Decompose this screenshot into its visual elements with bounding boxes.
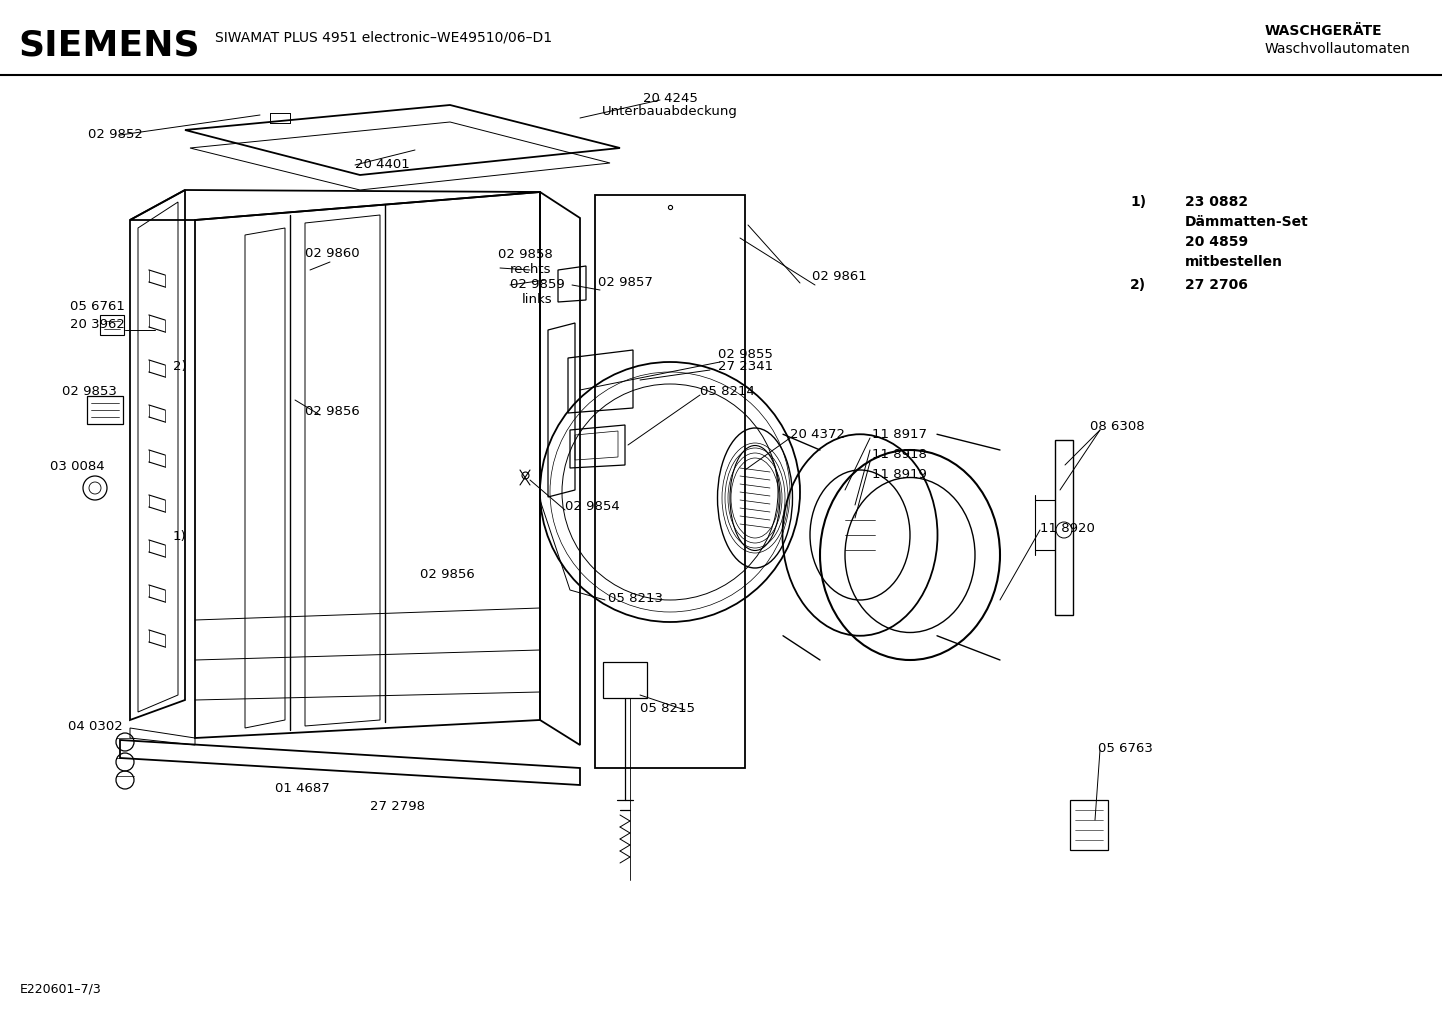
Text: mitbestellen: mitbestellen: [1185, 255, 1283, 269]
Text: 20 3962: 20 3962: [71, 318, 125, 331]
Text: 02 9853: 02 9853: [62, 385, 117, 398]
Text: SIWAMAT PLUS 4951 electronic–WE49510/06–D1: SIWAMAT PLUS 4951 electronic–WE49510/06–…: [215, 30, 552, 44]
Text: 02 9857: 02 9857: [598, 276, 653, 289]
Text: 05 6763: 05 6763: [1097, 742, 1152, 755]
Text: 02 9856: 02 9856: [306, 405, 359, 418]
Text: Dämmatten-Set: Dämmatten-Set: [1185, 215, 1309, 229]
Text: links: links: [522, 293, 552, 306]
Text: 11 8919: 11 8919: [872, 468, 927, 481]
Text: 05 8214: 05 8214: [699, 385, 754, 398]
Text: 02 9852: 02 9852: [88, 128, 143, 141]
Text: E220601–7/3: E220601–7/3: [20, 982, 102, 995]
Text: Waschvollautomaten: Waschvollautomaten: [1265, 42, 1410, 56]
Text: 20 4245: 20 4245: [643, 92, 698, 105]
Text: 02 9859: 02 9859: [510, 278, 565, 291]
Text: 27 2341: 27 2341: [718, 360, 773, 373]
Text: 11 8920: 11 8920: [1040, 522, 1094, 535]
Text: 2): 2): [173, 360, 186, 373]
Text: 2): 2): [1131, 278, 1146, 292]
Text: 08 6308: 08 6308: [1090, 420, 1145, 433]
Text: 03 0084: 03 0084: [50, 460, 105, 473]
Text: WASCHGERÄTE: WASCHGERÄTE: [1265, 24, 1383, 38]
Text: rechts: rechts: [510, 263, 551, 276]
Text: 02 9858: 02 9858: [497, 248, 552, 261]
Text: 20 4372: 20 4372: [790, 428, 845, 441]
Text: 02 9854: 02 9854: [565, 500, 620, 513]
Text: 11 8917: 11 8917: [872, 428, 927, 441]
Text: 20 4859: 20 4859: [1185, 235, 1249, 249]
Text: 02 9855: 02 9855: [718, 348, 773, 361]
Text: 04 0302: 04 0302: [68, 720, 123, 733]
Text: 11 8918: 11 8918: [872, 448, 927, 461]
Text: 02 9860: 02 9860: [306, 247, 359, 260]
Text: 02 9861: 02 9861: [812, 270, 867, 283]
Text: 01 4687: 01 4687: [275, 782, 330, 795]
Text: 05 6761: 05 6761: [71, 300, 125, 313]
Text: 1): 1): [173, 530, 186, 543]
Text: SIEMENS: SIEMENS: [17, 28, 199, 62]
Text: Unterbauabdeckung: Unterbauabdeckung: [603, 105, 738, 118]
Text: 23 0882: 23 0882: [1185, 195, 1249, 209]
Text: 02 9856: 02 9856: [420, 568, 474, 581]
Text: 27 2798: 27 2798: [371, 800, 425, 813]
Text: 27 2706: 27 2706: [1185, 278, 1247, 292]
Text: 05 8213: 05 8213: [609, 592, 663, 605]
Text: 20 4401: 20 4401: [355, 158, 410, 171]
Text: 1): 1): [1131, 195, 1146, 209]
Text: 05 8215: 05 8215: [640, 702, 695, 715]
